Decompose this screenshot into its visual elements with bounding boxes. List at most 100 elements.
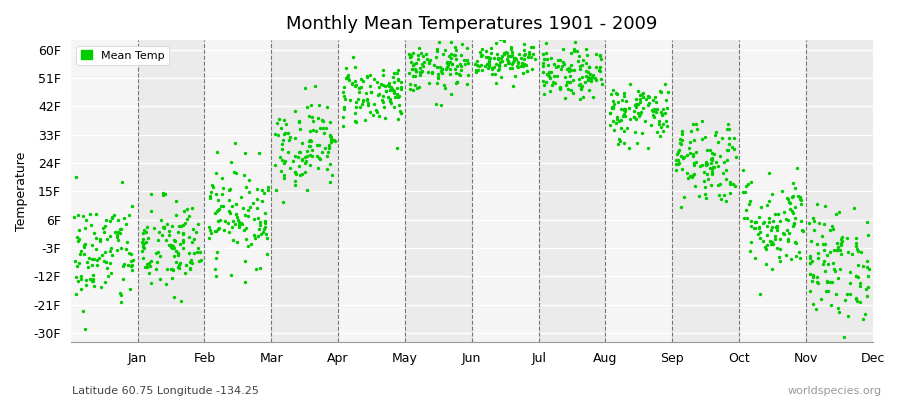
Point bbox=[339, 75, 354, 81]
Point bbox=[562, 73, 577, 80]
Point bbox=[810, 278, 824, 285]
Point bbox=[718, 198, 733, 204]
Point bbox=[565, 89, 580, 96]
Point bbox=[93, 236, 107, 242]
Point bbox=[861, 284, 876, 290]
Point bbox=[320, 153, 334, 159]
Point bbox=[761, 170, 776, 176]
Point bbox=[298, 159, 312, 166]
Point bbox=[403, 59, 418, 66]
Point bbox=[583, 74, 598, 81]
Point bbox=[119, 221, 133, 228]
Point bbox=[609, 91, 624, 97]
Point bbox=[611, 136, 625, 142]
Point bbox=[722, 126, 736, 132]
Text: Latitude 60.75 Longitude -134.25: Latitude 60.75 Longitude -134.25 bbox=[72, 386, 259, 396]
Point bbox=[486, 64, 500, 70]
Point bbox=[337, 105, 351, 112]
Point bbox=[269, 120, 284, 126]
Point bbox=[140, 224, 154, 230]
Point bbox=[126, 257, 140, 263]
Point bbox=[372, 113, 386, 120]
Point bbox=[418, 51, 433, 57]
Point bbox=[567, 66, 581, 73]
Point bbox=[633, 111, 647, 117]
Point bbox=[500, 60, 515, 66]
Point bbox=[835, 234, 850, 241]
Point bbox=[166, 267, 180, 274]
Point bbox=[444, 90, 458, 97]
Point bbox=[431, 75, 446, 81]
Point bbox=[322, 145, 337, 151]
Point bbox=[230, 214, 245, 220]
Point bbox=[211, 207, 225, 214]
Point bbox=[518, 46, 532, 53]
Point bbox=[544, 69, 558, 75]
Point bbox=[374, 81, 388, 88]
Point bbox=[753, 229, 768, 235]
Point bbox=[169, 198, 184, 204]
Point bbox=[669, 157, 683, 163]
Point bbox=[69, 274, 84, 280]
Point bbox=[823, 227, 837, 233]
Point bbox=[778, 252, 793, 258]
Point bbox=[71, 278, 86, 284]
Point bbox=[614, 124, 628, 131]
Point bbox=[752, 235, 767, 242]
Point bbox=[573, 84, 588, 91]
Point bbox=[352, 85, 366, 91]
Point bbox=[185, 260, 200, 266]
Point bbox=[714, 196, 728, 203]
Point bbox=[511, 59, 526, 65]
Point bbox=[629, 104, 643, 110]
Point bbox=[387, 78, 401, 85]
Point bbox=[209, 273, 223, 280]
Point bbox=[814, 233, 829, 239]
Point bbox=[522, 48, 536, 55]
Point bbox=[572, 82, 586, 88]
Point bbox=[688, 183, 702, 189]
Point bbox=[166, 243, 181, 249]
Point bbox=[427, 62, 441, 68]
Point bbox=[187, 250, 202, 256]
Point bbox=[230, 239, 245, 245]
Point bbox=[437, 82, 452, 88]
Point bbox=[359, 97, 374, 103]
Point bbox=[489, 61, 503, 67]
Point bbox=[403, 54, 418, 60]
Point bbox=[240, 213, 255, 220]
Point bbox=[222, 186, 237, 193]
Point bbox=[805, 277, 819, 284]
Point bbox=[276, 175, 291, 182]
Point bbox=[343, 96, 357, 103]
Point bbox=[357, 117, 372, 124]
Point bbox=[816, 247, 831, 254]
Point bbox=[490, 50, 504, 57]
Point bbox=[773, 235, 788, 242]
Point bbox=[850, 274, 865, 280]
Point bbox=[292, 125, 307, 132]
Point bbox=[747, 225, 761, 232]
Point bbox=[215, 191, 230, 197]
Point bbox=[670, 148, 685, 155]
Point bbox=[275, 146, 290, 152]
Point bbox=[443, 66, 457, 72]
Point bbox=[393, 110, 408, 117]
Point bbox=[691, 193, 706, 200]
Point bbox=[641, 93, 655, 100]
Point bbox=[249, 204, 264, 211]
Point bbox=[645, 112, 660, 118]
Point bbox=[578, 78, 592, 85]
Point bbox=[595, 81, 609, 87]
Point bbox=[450, 62, 464, 69]
Point bbox=[547, 72, 562, 79]
Point bbox=[300, 153, 314, 159]
Point bbox=[71, 260, 86, 266]
Point bbox=[162, 232, 176, 238]
Point bbox=[488, 71, 502, 78]
Point bbox=[112, 230, 127, 236]
Point bbox=[703, 165, 717, 171]
Point bbox=[244, 241, 258, 247]
Point bbox=[142, 260, 157, 266]
Point bbox=[449, 78, 464, 85]
